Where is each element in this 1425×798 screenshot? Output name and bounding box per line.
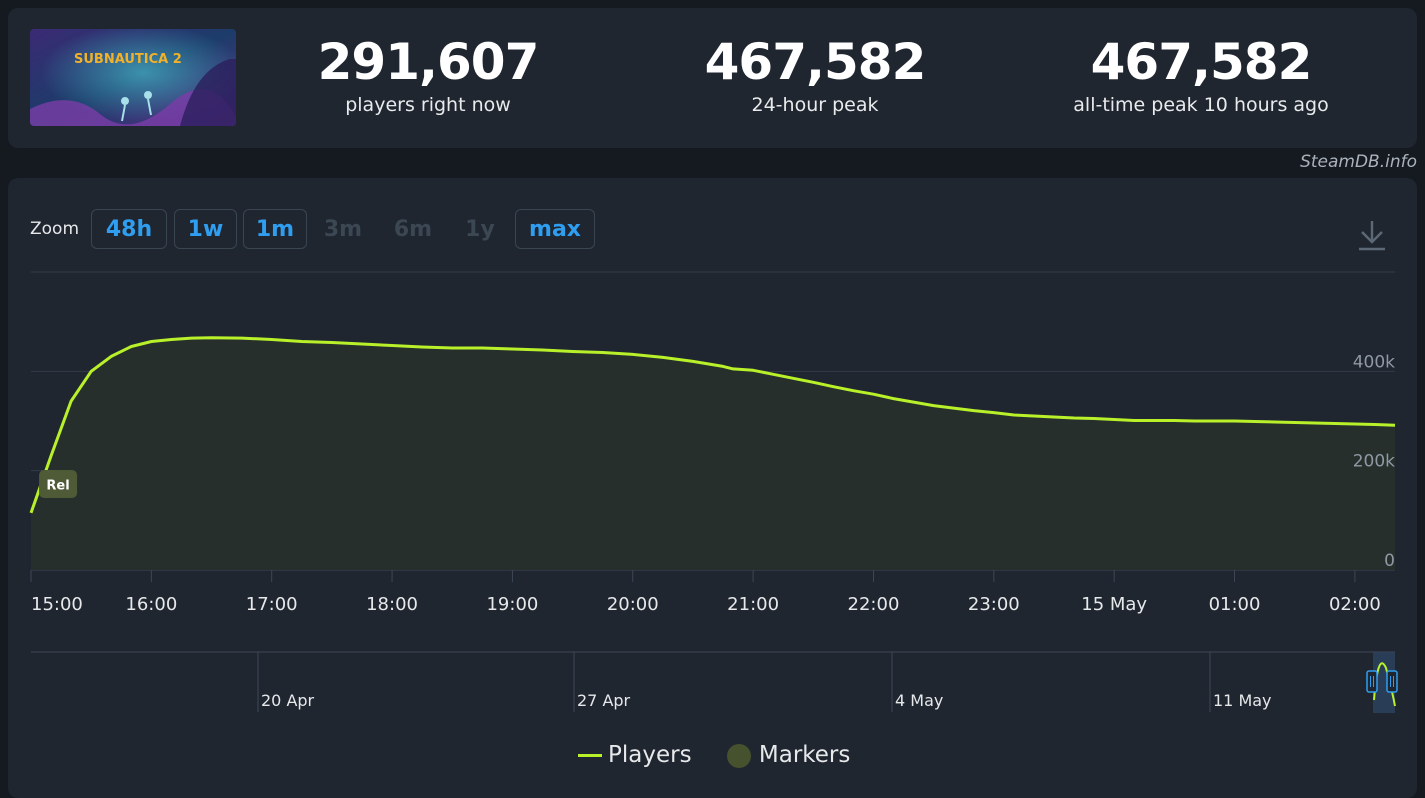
all-time-peak-value: 467,582 bbox=[1090, 33, 1313, 91]
x-tick-label: 01:00 bbox=[1209, 594, 1261, 615]
zoom-max-button[interactable]: max bbox=[515, 209, 595, 249]
zoom-48h-button[interactable]: 48h bbox=[91, 209, 167, 249]
y-axis-labels: 0 200k 400k bbox=[1353, 352, 1395, 571]
steamdb-credit[interactable]: SteamDB.info bbox=[1300, 152, 1417, 172]
x-tick-label: 16:00 bbox=[125, 594, 177, 615]
navigator-label: 27 Apr bbox=[577, 691, 631, 710]
navigator-handle-box bbox=[1386, 670, 1398, 693]
x-tick-label: 20:00 bbox=[607, 594, 659, 615]
legend-markers-label: Markers bbox=[758, 742, 851, 768]
players-area bbox=[31, 337, 1395, 570]
navigator-handle-right[interactable] bbox=[1386, 670, 1398, 693]
players-line[interactable] bbox=[29, 336, 1396, 514]
zoom-6m-button: 6m bbox=[393, 217, 433, 242]
x-tick-label: 15 May bbox=[1081, 594, 1147, 615]
game-cover-image[interactable]: SUBNAUTICA 2 bbox=[30, 29, 236, 126]
x-tick-label: 17:00 bbox=[246, 594, 298, 615]
marker-badge bbox=[39, 470, 78, 498]
stat-all-time-peak: 467,582 all-time peak 10 hours ago bbox=[1021, 32, 1381, 118]
x-axis-labels: 15:00 16:00 17:00 18:00 19:00 20:00 21:00 22:00… bbox=[30, 570, 1381, 615]
legend-players-label: Players bbox=[608, 742, 692, 768]
cover-logo-text: SUBNAUTICA 2 bbox=[74, 52, 182, 67]
x-tick-label: 21:00 bbox=[727, 594, 779, 615]
navigator-handle-left[interactable] bbox=[1366, 670, 1378, 693]
zoom-1m-button[interactable]: 1m bbox=[243, 209, 307, 249]
x-tick-label: 23:00 bbox=[968, 594, 1020, 615]
x-tick-label: 15:00 bbox=[31, 594, 83, 615]
legend-item-markers[interactable]: Markers bbox=[699, 742, 850, 768]
navigator-label: 20 Apr bbox=[261, 691, 315, 710]
stat-current-players: 291,607 players right now bbox=[248, 32, 608, 118]
zoom-1w-button[interactable]: 1w bbox=[174, 209, 237, 249]
chart-area-fill bbox=[31, 337, 1395, 570]
download-icon[interactable] bbox=[1357, 218, 1387, 252]
chart-markers[interactable]: Rel bbox=[39, 470, 78, 498]
navigator-label: 4 May bbox=[895, 691, 943, 710]
cover-art: SUBNAUTICA 2 bbox=[30, 29, 236, 126]
x-tick-label: 18:00 bbox=[366, 594, 418, 615]
x-tick-label: 19:00 bbox=[486, 594, 538, 615]
players-chart[interactable]: Rel 0 200k 400k 15:00 16:00 17:00 18:00 19:00 2… bbox=[0, 0, 1425, 773]
marker-label: Rel bbox=[46, 479, 69, 494]
y-tick-label: 0 bbox=[1384, 551, 1395, 571]
markers-dot-swatch bbox=[726, 743, 751, 768]
stats-panel: SUBNAUTICA 2 291,607 players right now 4… bbox=[8, 8, 1417, 148]
24h-peak-value: 467,582 bbox=[704, 33, 927, 91]
players-line-swatch bbox=[578, 754, 602, 757]
navigator-label: 11 May bbox=[1213, 691, 1272, 710]
y-tick-label: 200k bbox=[1353, 452, 1395, 472]
legend-item-players[interactable]: Players bbox=[578, 742, 699, 768]
x-tick-label: 02:00 bbox=[1329, 594, 1381, 615]
current-players-value: 291,607 bbox=[317, 33, 540, 91]
zoom-1y-button: 1y bbox=[465, 217, 495, 242]
marker-rel[interactable]: Rel bbox=[39, 470, 78, 498]
all-time-peak-label[interactable]: all-time peak 10 hours ago bbox=[1073, 94, 1329, 116]
zoom-3m-button: 3m bbox=[323, 217, 363, 242]
chart-legend: Players Markers bbox=[578, 742, 850, 768]
current-players-label: players right now bbox=[345, 94, 511, 116]
x-tick-label: 22:00 bbox=[848, 594, 900, 615]
24h-peak-label: 24-hour peak bbox=[751, 94, 879, 116]
zoom-label: Zoom bbox=[30, 219, 80, 239]
stat-24h-peak: 467,582 24-hour peak bbox=[635, 32, 995, 118]
range-navigator[interactable]: 20 Apr 27 Apr 4 May 11 May bbox=[31, 651, 1398, 713]
navigator-handle-box bbox=[1366, 670, 1378, 693]
chart-series-players[interactable] bbox=[29, 336, 1396, 514]
y-tick-label: 400k bbox=[1353, 352, 1395, 372]
